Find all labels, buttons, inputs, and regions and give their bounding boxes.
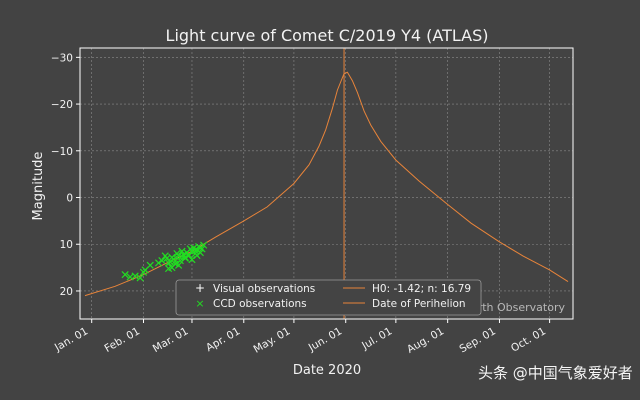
ccd-point-stroke (176, 256, 184, 265)
y-axis-label: Magnitude (31, 152, 46, 221)
ccd-point-stroke (193, 251, 201, 260)
y-tick-label: −20 (51, 99, 73, 111)
x-tick-label: Mar. 01 (151, 325, 191, 355)
ccd-point-stroke (163, 254, 171, 262)
grid-lines (80, 48, 573, 319)
y-tick-label: 10 (60, 239, 73, 251)
x-axis-label: Date 2020 (293, 363, 361, 378)
ccd-point-stroke (158, 256, 166, 265)
y-tick-label: −10 (51, 146, 73, 158)
ccd-point (193, 251, 201, 260)
y-tick-label: 20 (60, 286, 73, 298)
watermark: 头条 @中国气象爱好者 (478, 364, 633, 382)
chart-title: Light curve of Comet C/2019 Y4 (ATLAS) (166, 26, 489, 45)
observation-markers (121, 241, 208, 282)
ccd-point (178, 252, 186, 261)
ccd-point (185, 251, 193, 259)
x-tick-label: Jul. 01 (359, 325, 394, 352)
ccd-point (191, 247, 199, 255)
ccd-point-stroke (190, 244, 198, 252)
ccd-point (146, 261, 154, 269)
ccd-point (196, 244, 204, 252)
ccd-point (158, 256, 166, 265)
series-lines (84, 48, 569, 319)
ccd-point-stroke (191, 247, 199, 255)
ccd-point-stroke (121, 270, 129, 279)
ccd-point-stroke (171, 257, 179, 265)
legend-marker-ccd-icon: × (195, 297, 204, 310)
legend-label-ccd: CCD observations (213, 298, 307, 310)
legend-label-perihelion: Date of Perihelion (372, 298, 466, 310)
plot-frame (79, 47, 574, 320)
x-tick-label: Sep. 01 (457, 325, 497, 355)
ccd-point-stroke (185, 252, 193, 260)
legend: + Visual observations × CCD observations… (175, 279, 482, 316)
ccd-point-stroke (174, 252, 183, 260)
plot-background (80, 48, 573, 319)
x-tick-label: Apr. 01 (204, 325, 242, 354)
ccd-point-stroke (164, 264, 173, 273)
y-tick-label: 0 (66, 193, 73, 205)
ccd-point (171, 257, 179, 265)
x-axis-ticks: Jan. 01 Feb. 01 Mar. 01 Apr. 01 May. 01 Jun. … (52, 319, 551, 356)
observatory-annotation: rth Observatory (478, 301, 566, 314)
ccd-point (136, 274, 144, 282)
ccd-point-stroke (131, 272, 139, 280)
ccd-point-stroke (178, 247, 186, 255)
legend-box (175, 279, 482, 316)
x-tick-label: Jun. 01 (306, 325, 344, 354)
legend-label-fit: H0: -1.42; n: 16.79 (372, 283, 471, 295)
ccd-point (121, 270, 129, 279)
ccd-point-stroke (174, 261, 183, 269)
ccd-point-stroke (178, 252, 186, 261)
x-tick-label: Feb. 01 (103, 325, 142, 355)
ccd-point-stroke (126, 273, 134, 281)
ccd-point-stroke (185, 251, 193, 259)
ccd-point-stroke (136, 274, 144, 282)
x-tick-label: Aug. 01 (405, 325, 446, 356)
x-tick-label: Jan. 01 (52, 325, 90, 354)
ccd-point-stroke (154, 259, 163, 267)
x-tick-label: Oct. 01 (509, 325, 548, 354)
ccd-point (154, 259, 163, 267)
ccd-point (164, 264, 173, 273)
legend-label-visual: Visual observations (213, 283, 315, 295)
ccd-point (131, 272, 139, 280)
ccd-point-stroke (146, 261, 154, 269)
y-axis-ticks: −30 −20 −10 0 10 20 (51, 52, 80, 298)
y-tick-label: −30 (51, 52, 73, 64)
ccd-point-stroke (196, 244, 204, 252)
ccd-point (174, 261, 183, 269)
legend-marker-visual-icon: + (195, 281, 205, 295)
x-tick-label: May. 01 (252, 325, 293, 356)
